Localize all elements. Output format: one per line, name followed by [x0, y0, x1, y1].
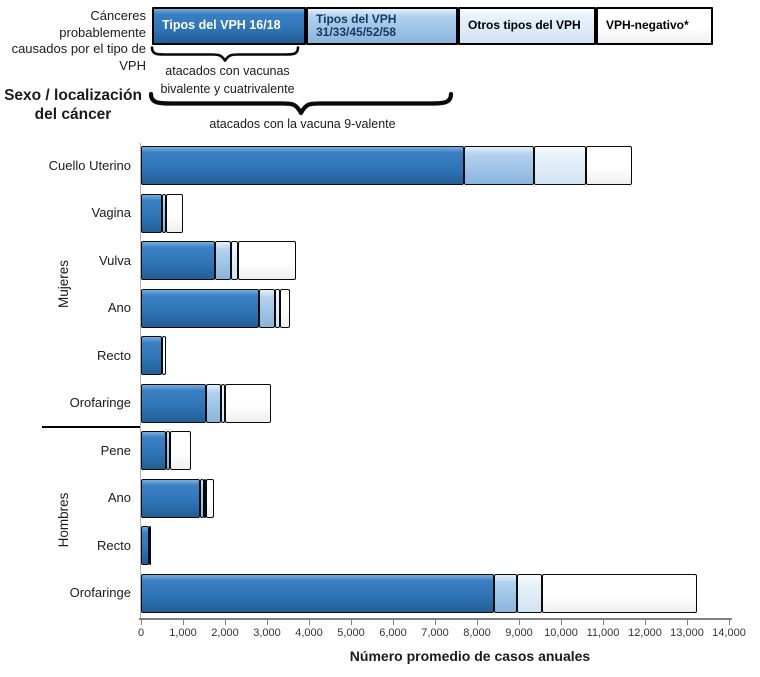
category-label-hombres-pene: Pene	[100, 442, 131, 458]
bar-segment	[533, 146, 587, 185]
bar-segment	[141, 146, 465, 185]
x-axis-tick	[183, 620, 184, 625]
bar-segment	[149, 526, 152, 565]
legend-label-hpv-31-33-45-52-58: Tipos del VPH 31/33/45/52/58	[316, 11, 397, 39]
x-axis-tick	[225, 620, 226, 625]
x-axis-tick-label: 8,000	[463, 627, 491, 639]
x-axis-tick	[645, 620, 646, 625]
x-axis-tick-label: 13,000	[670, 627, 704, 639]
x-axis-tick-label: 3,000	[253, 627, 281, 639]
x-axis-tick-label: 12,000	[628, 627, 662, 639]
legend-box-other-hpv: Otros tipos del VPH	[458, 7, 596, 45]
bar-segment	[237, 241, 297, 280]
x-axis-tick	[603, 620, 604, 625]
category-label-mujeres-recto: Recto	[97, 347, 131, 363]
category-label-mujeres-ano: Ano	[107, 300, 131, 315]
x-axis-tick	[477, 620, 478, 625]
category-label-hombres-ano: Ano	[107, 490, 131, 505]
x-axis-tick-label: 6,000	[379, 627, 407, 639]
legend-label-hpv-16-18: Tipos del VPH 16/18	[162, 18, 281, 33]
category-label-hombres-recto: Recto	[97, 537, 131, 553]
x-axis-tick-label: 4,000	[295, 627, 323, 639]
legend-box-hpv-16-18: Tipos del VPH 16/18	[152, 7, 306, 45]
bar-segment	[206, 478, 215, 518]
bar-segment	[275, 288, 280, 328]
nine-valent-brace-caption: atacados con la vacuna 9-valente	[209, 117, 396, 131]
nine-valent-brace-icon	[148, 91, 454, 116]
bar-segment	[141, 478, 200, 518]
bar-segment	[162, 336, 167, 375]
bar-segment	[542, 573, 698, 613]
x-axis-tick	[309, 620, 310, 625]
category-label-mujeres-vagina: Vagina	[91, 205, 131, 220]
x-axis-tick	[141, 620, 142, 625]
bar-segment	[166, 193, 183, 233]
legend-label-other-hpv: Otros tipos del VPH	[468, 18, 581, 33]
x-axis-tick	[687, 620, 688, 625]
bar-segment	[586, 146, 633, 185]
bar-segment	[225, 383, 272, 423]
legend-label-hpv-negative: VPH-negativo*	[606, 18, 689, 33]
x-axis-title: Número promedio de casos anuales	[349, 648, 591, 664]
x-axis-tick	[561, 620, 562, 625]
bar-segment	[141, 241, 215, 280]
x-axis-tick-label: 7,000	[421, 627, 449, 639]
bar-segment	[141, 383, 207, 423]
x-axis-tick	[351, 620, 352, 625]
bar-segment	[516, 573, 543, 613]
header-note: Cánceres probablemente causados por el t…	[11, 8, 146, 73]
legend-box-hpv-31-33-45-52-58: Tipos del VPH 31/33/45/52/58	[306, 7, 458, 45]
x-axis-tick-label: 10,000	[544, 627, 578, 639]
group-divider-line	[42, 426, 140, 428]
sex-location-heading: Sexo / localización del cáncer	[4, 87, 142, 123]
x-axis-tick	[393, 620, 394, 625]
x-axis-tick-label: 14,000	[712, 627, 746, 639]
bar-segment	[493, 573, 517, 613]
bar-segment	[166, 431, 171, 470]
x-axis-tick-label: 5,000	[337, 627, 365, 639]
bar-segment	[141, 526, 150, 565]
x-axis-tick-label: 0	[137, 627, 145, 639]
category-label-hombres-orofaringe: Orofaringe	[69, 585, 131, 600]
y-axis-line	[140, 143, 141, 620]
x-axis-tick-label: 1,000	[169, 627, 197, 639]
bar-segment	[141, 573, 494, 613]
x-axis-tick-label: 11,000	[586, 627, 620, 639]
bar-segment	[141, 431, 167, 470]
x-axis-tick	[729, 620, 730, 625]
bar-segment	[206, 383, 221, 423]
bar-segment	[170, 431, 192, 470]
x-axis-tick-label: 2,000	[211, 627, 239, 639]
bar-segment	[464, 146, 534, 185]
bar-segment	[279, 288, 291, 328]
bar-segment	[220, 383, 225, 423]
legend-box-hpv-negative: VPH-negativo*	[596, 7, 713, 45]
x-axis-line	[139, 618, 732, 620]
bar-segment	[141, 336, 162, 375]
x-axis-tick	[267, 620, 268, 625]
bar-segment	[214, 241, 232, 280]
bar-segment	[162, 193, 167, 233]
bar-segment	[199, 478, 204, 518]
category-label-mujeres-vulva: Vulva	[98, 252, 131, 268]
bar-segment	[141, 193, 162, 233]
x-axis-tick-label: 9,000	[505, 627, 533, 639]
bar-segment	[258, 288, 276, 328]
bar-segment	[204, 478, 207, 518]
bar-segment	[231, 241, 238, 280]
bivalent-brace-caption: atacados con vacunas bivalente y cuatriv…	[160, 64, 295, 96]
bar-segment	[141, 288, 259, 328]
x-axis-tick	[435, 620, 436, 625]
category-label-mujeres-cuello-uterino: Cuello Uterino	[48, 157, 131, 173]
category-label-mujeres-orofaringe: Orofaringe	[69, 395, 131, 410]
bivalent-brace-icon	[150, 46, 300, 62]
x-axis-tick	[519, 620, 520, 625]
